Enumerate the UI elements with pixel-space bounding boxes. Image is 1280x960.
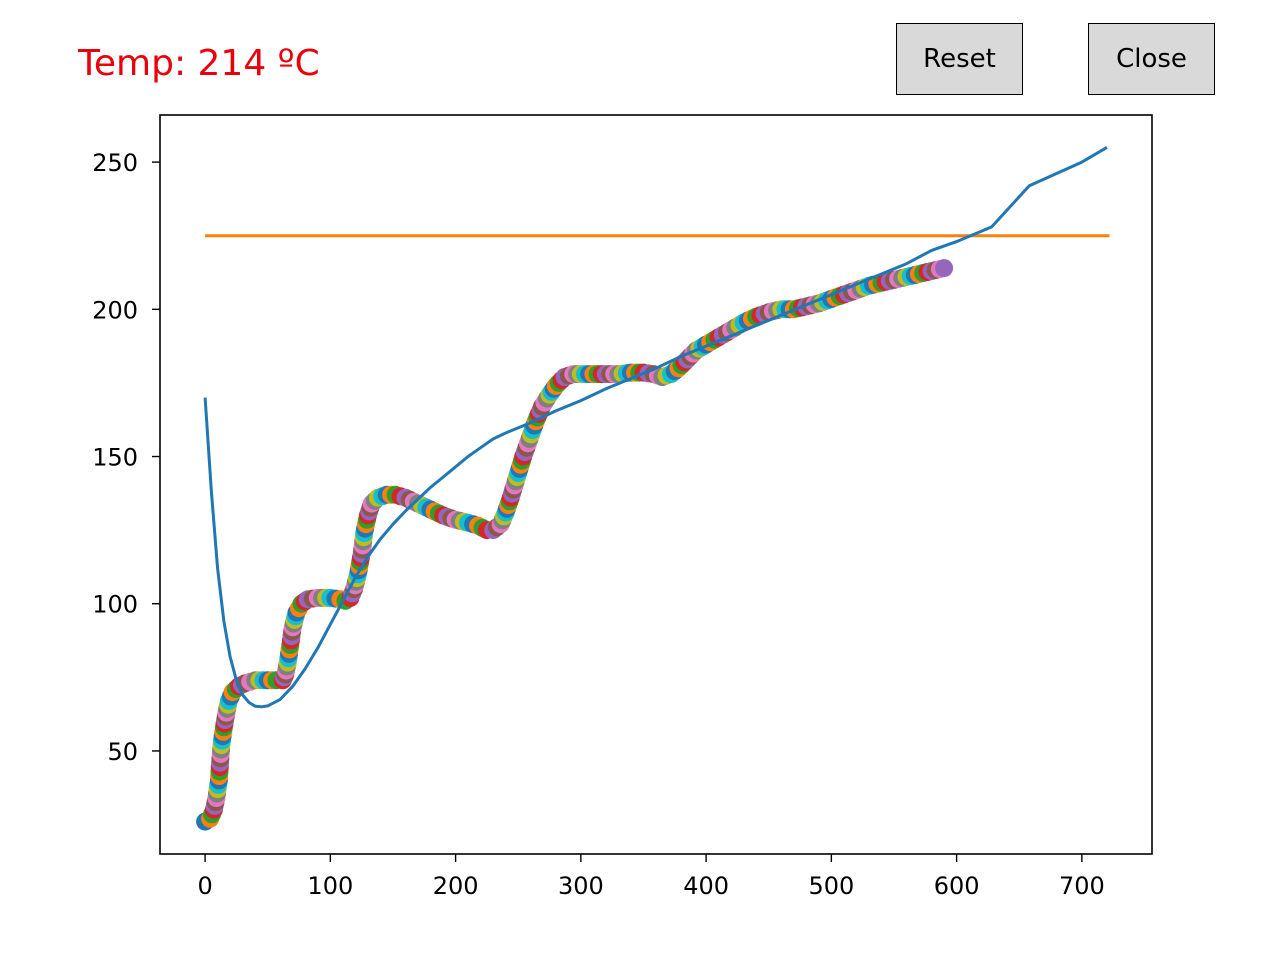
plot-frame <box>159 114 1153 855</box>
y-tick-label: 150 <box>92 444 138 472</box>
target-profile-line <box>203 146 1108 709</box>
x-tick-label: 100 <box>307 872 353 900</box>
x-tick-label: 0 <box>197 872 212 900</box>
y-tick-label: 100 <box>92 591 138 619</box>
x-tick-label: 200 <box>433 872 479 900</box>
temperature-reading-point <box>935 259 954 278</box>
x-tick-label: 500 <box>808 872 854 900</box>
y-tick-label: 200 <box>92 296 138 324</box>
temperature-readout: Temp: 214 ºC <box>78 43 320 84</box>
reset-button[interactable]: Reset <box>896 23 1023 95</box>
y-tick-label: 250 <box>92 149 138 177</box>
close-button[interactable]: Close <box>1088 23 1215 95</box>
x-tick-label: 700 <box>1059 872 1105 900</box>
x-tick-label: 600 <box>934 872 980 900</box>
y-tick-label: 50 <box>107 738 138 766</box>
x-tick-label: 300 <box>558 872 604 900</box>
x-tick-label: 400 <box>683 872 729 900</box>
